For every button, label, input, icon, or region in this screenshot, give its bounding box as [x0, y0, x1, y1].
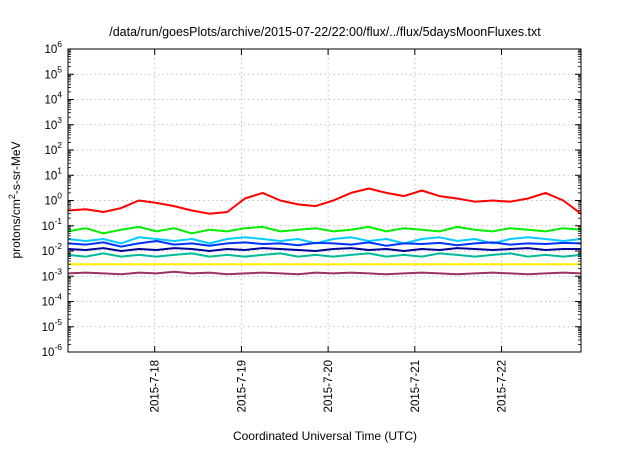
y-tick-label: 103 [44, 115, 62, 132]
x-axis-label: Coordinated Universal Time (UTC) [233, 429, 417, 443]
y-tick-label-base: 10 [44, 196, 57, 208]
y-tick-label: 106 [44, 39, 62, 56]
y-tick-label: 102 [44, 140, 62, 157]
y-tick-label-base: 10 [42, 297, 55, 309]
series-line [67, 240, 582, 248]
series-layer [67, 187, 582, 276]
y-tick-label: 10-5 [42, 317, 63, 334]
grid [68, 49, 581, 352]
x-tick-label: 2015-7-20 [323, 360, 335, 412]
y-tick-label: 10-6 [42, 342, 63, 359]
y-tick-label-exp: -1 [54, 216, 62, 226]
y-tick-label-base: 10 [44, 120, 57, 132]
y-tick-label: 105 [44, 64, 62, 81]
y-tick-label-exp: -2 [54, 241, 62, 251]
y-tick-label-base: 10 [44, 69, 57, 81]
y-tick-label-base: 10 [44, 95, 57, 107]
y-tick-label-exp: -6 [54, 342, 62, 352]
y-tick-label-base: 10 [42, 271, 55, 283]
y-tick-label-base: 10 [42, 347, 55, 359]
y-tick-label-base: 10 [44, 170, 57, 182]
series-line [67, 252, 582, 258]
y-tick-label-exp: 6 [57, 39, 62, 49]
y-tick-label-exp: 0 [57, 191, 62, 201]
x-tick-label: 2015-7-21 [410, 360, 422, 412]
series-line [67, 247, 581, 252]
y-tick-label-base: 10 [42, 221, 55, 233]
x-tick-label: 2015-7-22 [497, 360, 509, 412]
y-tick-label-exp: -3 [54, 266, 62, 276]
y-tick-labels: 10-610-510-410-310-210-11001011021031041… [42, 39, 63, 359]
x-tick-label: 2015-7-18 [150, 360, 162, 412]
y-tick-label-exp: -5 [54, 317, 62, 327]
y-tick-label-exp: 2 [57, 140, 62, 150]
y-tick-label: 10-1 [42, 216, 63, 233]
y-axis-label-base: protons/cm [9, 199, 23, 258]
y-axis-label: protons/cm2-s-sr-MeV [7, 141, 23, 258]
series-line [67, 270, 582, 276]
y-tick-label-exp: 4 [57, 90, 62, 100]
y-tick-label-base: 10 [44, 145, 57, 157]
chart-title: /data/run/goesPlots/archive/2015-07-22/2… [109, 25, 541, 39]
series-line [67, 225, 582, 235]
y-tick-label: 10-3 [42, 266, 63, 283]
y-tick-label-base: 10 [42, 322, 55, 334]
series-line [67, 187, 582, 215]
y-tick-label-exp: 3 [57, 115, 62, 125]
y-axis-label-sup: 2 [7, 194, 17, 199]
y-tick-label-exp: 1 [57, 165, 62, 175]
y-tick-label-base: 10 [44, 44, 57, 56]
y-tick-label-base: 10 [42, 246, 55, 258]
y-axis-label-rest: -s-sr-MeV [9, 141, 23, 194]
y-tick-label-exp: -4 [54, 292, 62, 302]
x-tick-labels: 2015-7-18 2015-7-19 2015-7-20 2015-7-21 2015… [150, 360, 509, 412]
y-tick-label: 10-2 [42, 241, 63, 258]
ticks [68, 48, 581, 353]
y-tick-label: 100 [44, 191, 62, 208]
y-tick-label: 10-4 [42, 292, 63, 309]
y-tick-label: 104 [44, 90, 62, 107]
x-tick-label: 2015-7-19 [236, 360, 248, 412]
y-tick-label-exp: 5 [57, 64, 62, 74]
y-tick-label: 101 [44, 165, 62, 182]
